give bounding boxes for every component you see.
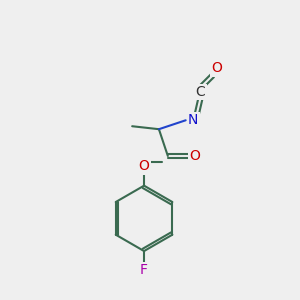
Text: O: O [139,159,149,173]
Text: N: N [188,113,198,127]
Text: O: O [212,61,222,75]
Text: O: O [189,149,200,163]
Text: C: C [196,85,206,99]
Text: F: F [140,263,148,278]
